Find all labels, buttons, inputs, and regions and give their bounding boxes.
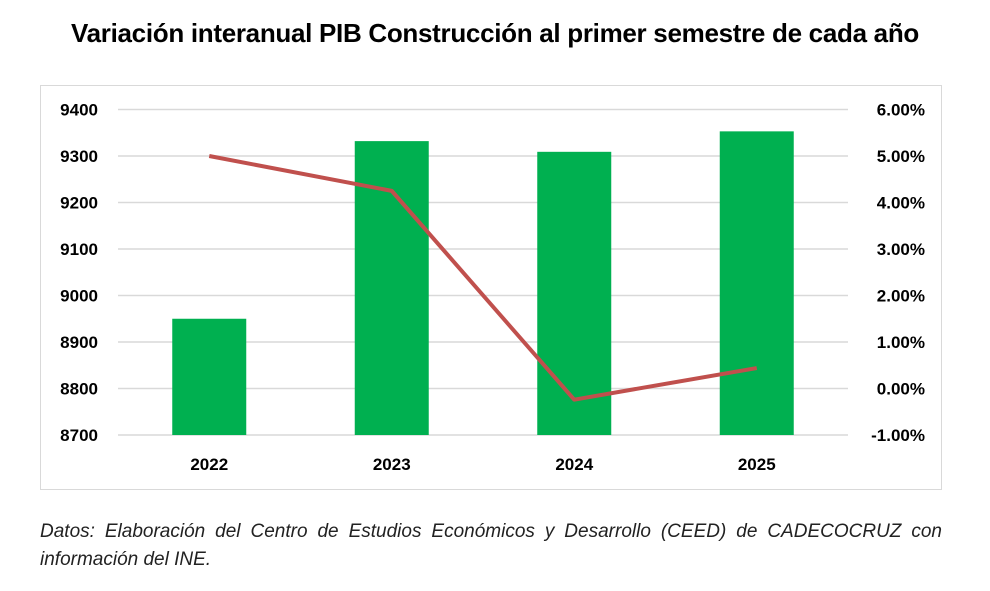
- right-tick-label: 3.00%: [877, 240, 925, 259]
- chart-frame: [40, 85, 942, 490]
- left-tick-label: 9300: [60, 147, 98, 166]
- x-tick-label: 2023: [373, 455, 411, 474]
- left-tick-label: 8900: [60, 333, 98, 352]
- right-tick-label: 0.00%: [877, 380, 925, 399]
- x-tick-label: 2024: [555, 455, 593, 474]
- chart-title: Variación interanual PIB Construcción al…: [70, 18, 919, 48]
- left-tick-label: 9000: [60, 287, 98, 306]
- left-tick-label: 9200: [60, 194, 98, 213]
- right-tick-label: 1.00%: [877, 333, 925, 352]
- right-tick-label: 4.00%: [877, 194, 925, 213]
- right-tick-label: 6.00%: [877, 101, 925, 120]
- bar-2022: [172, 318, 247, 435]
- right-tick-label: 2.00%: [877, 287, 925, 306]
- bar-2024: [537, 151, 612, 435]
- left-tick-label: 9100: [60, 240, 98, 259]
- left-tick-label: 8800: [60, 380, 98, 399]
- x-tick-label: 2025: [738, 455, 776, 474]
- x-tick-label: 2022: [190, 455, 228, 474]
- bar-2025: [719, 131, 794, 436]
- left-tick-label: 9400: [60, 101, 98, 120]
- right-tick-label: -1.00%: [871, 426, 925, 445]
- variation-line: [208, 154, 758, 402]
- right-tick-label: 5.00%: [877, 147, 925, 166]
- left-tick-label: 8700: [60, 426, 98, 445]
- footnote: Datos: Elaboración del Centro de Estudio…: [40, 521, 942, 570]
